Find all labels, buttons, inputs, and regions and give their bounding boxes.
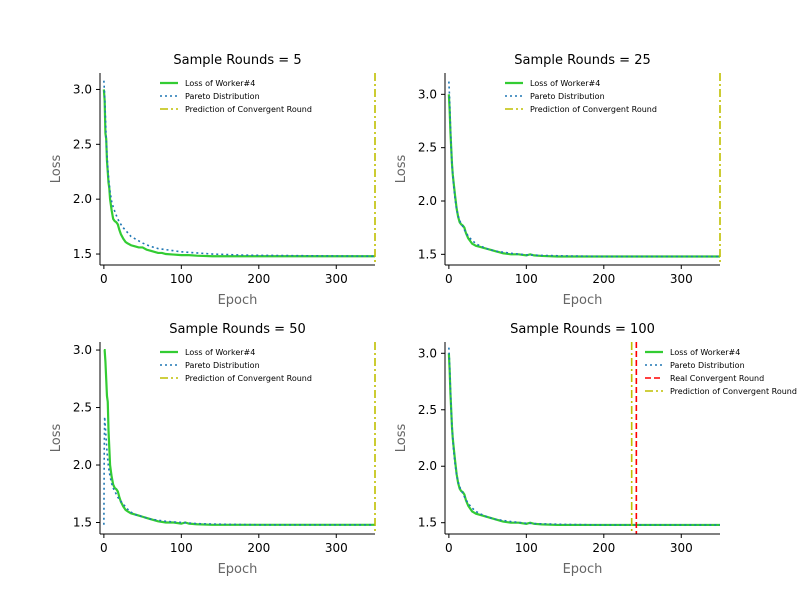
legend: Loss of Worker#4 Pareto Distribution Real … — [645, 348, 797, 396]
series-loss-of-worker-4 — [102, 89, 375, 258]
legend-label: Loss of Worker#4 — [185, 348, 255, 357]
x-tick-label: 100 — [170, 272, 193, 286]
x-tick-label: 100 — [170, 541, 193, 555]
y-tick-label: 2.5 — [73, 401, 92, 415]
x-axis-label: Epoch — [218, 293, 258, 308]
legend: Loss of Worker#4 Pareto Distribution Predi… — [505, 79, 657, 114]
plot-area — [102, 73, 376, 265]
x-tick-label: 200 — [592, 272, 615, 286]
series-loss-of-worker-4 — [447, 353, 720, 527]
legend-label: Loss of Worker#4 — [530, 79, 600, 88]
x-tick-label: 0 — [445, 541, 453, 555]
y-tick-label: 1.5 — [418, 247, 437, 261]
y-tick-label: 1.5 — [73, 247, 92, 261]
plot-area — [103, 342, 376, 534]
series-pareto-distribution — [448, 347, 720, 526]
y-axis-label: Loss — [49, 424, 64, 453]
x-tick-label: 200 — [592, 541, 615, 555]
subplot-title: Sample Rounds = 5 — [173, 53, 301, 68]
y-tick-label: 1.5 — [418, 516, 437, 530]
subplot-2: Sample Rounds = 25 0 100 200 300 1.5 2.0 2.5 3.0… — [394, 53, 721, 308]
legend-label: Loss of Worker#4 — [670, 348, 740, 357]
legend-label: Pareto Distribution — [185, 361, 260, 370]
subplot-1: Sample Rounds = 5 0 100 200 300 1.5 2.0 2.5 3.0 E… — [49, 53, 376, 308]
subplot-3: Sample Rounds = 50 0 100 200 300 1.5 2.0 2.5 3.0… — [49, 322, 376, 577]
y-tick-label: 2.5 — [418, 403, 437, 417]
y-tick-label: 1.5 — [73, 516, 92, 530]
x-tick-label: 200 — [247, 541, 270, 555]
y-axis-label: Loss — [394, 424, 409, 453]
y-tick-label: 2.0 — [73, 458, 92, 472]
legend-label: Pareto Distribution — [185, 92, 260, 101]
legend-label: Pareto Distribution — [530, 92, 605, 101]
x-tick-label: 0 — [100, 272, 108, 286]
series-pareto-distribution — [103, 416, 375, 526]
y-tick-label: 3.0 — [73, 82, 92, 96]
legend-label: Prediction of Convergent Round — [185, 374, 312, 383]
subplot-title: Sample Rounds = 25 — [514, 53, 650, 68]
series-pareto-distribution — [103, 80, 376, 258]
x-tick-label: 100 — [515, 272, 538, 286]
legend-label: Prediction of Convergent Round — [530, 105, 657, 114]
y-axis-label: Loss — [394, 155, 409, 184]
legend-label: Prediction of Convergent Round — [185, 105, 312, 114]
plot-area — [447, 342, 720, 534]
y-tick-label: 2.5 — [73, 137, 92, 151]
y-tick-label: 2.0 — [73, 192, 92, 206]
subplot-title: Sample Rounds = 100 — [510, 322, 655, 337]
x-tick-label: 0 — [100, 541, 108, 555]
x-tick-label: 300 — [325, 541, 348, 555]
series-pareto-distribution — [448, 81, 720, 258]
legend-label: Real Convergent Round — [670, 374, 764, 383]
legend-label: Prediction of Convergent Round — [670, 387, 797, 396]
legend-label: Pareto Distribution — [670, 361, 745, 370]
legend: Loss of Worker#4 Pareto Distribution Predi… — [160, 348, 312, 383]
y-tick-label: 2.0 — [418, 459, 437, 473]
series-loss-of-worker-4 — [447, 94, 720, 258]
x-axis-label: Epoch — [563, 562, 603, 577]
y-tick-label: 3.0 — [73, 343, 92, 357]
y-axis-label: Loss — [49, 155, 64, 184]
x-tick-label: 200 — [247, 272, 270, 286]
legend-label: Loss of Worker#4 — [185, 79, 255, 88]
x-tick-label: 300 — [670, 541, 693, 555]
x-tick-label: 300 — [670, 272, 693, 286]
x-tick-label: 300 — [325, 272, 348, 286]
y-tick-label: 2.0 — [418, 194, 437, 208]
x-axis-label: Epoch — [563, 293, 603, 308]
x-axis-label: Epoch — [218, 562, 258, 577]
plot-area — [447, 73, 721, 265]
subplot-4: Sample Rounds = 100 0 100 200 300 1.5 2.0 2.5 3.… — [394, 322, 797, 577]
legend: Loss of Worker#4 Pareto Distribution Predi… — [160, 79, 312, 114]
subplot-title: Sample Rounds = 50 — [169, 322, 305, 337]
x-tick-label: 100 — [515, 541, 538, 555]
y-tick-label: 3.0 — [418, 87, 437, 101]
y-tick-label: 3.0 — [418, 346, 437, 360]
x-tick-label: 0 — [445, 272, 453, 286]
y-tick-label: 2.5 — [418, 141, 437, 155]
